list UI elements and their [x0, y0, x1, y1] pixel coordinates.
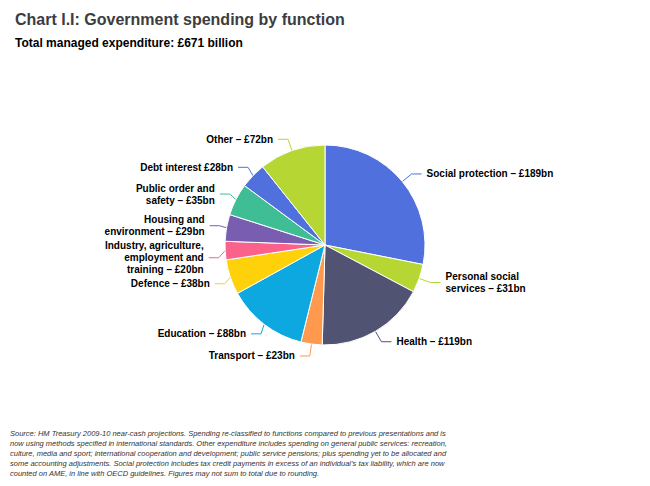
- svg-text:now using methods specified in: now using methods specified in internati…: [10, 439, 447, 448]
- svg-text:Source: HM Treasury 2009-10 ne: Source: HM Treasury 2009-10 near-cash pr…: [10, 429, 446, 438]
- svg-text:Transport – £23bn: Transport – £23bn: [209, 350, 295, 361]
- svg-text:employment and: employment and: [124, 252, 203, 263]
- svg-text:Total managed expenditure: £67: Total managed expenditure: £671 billion: [15, 36, 243, 50]
- svg-text:culture, media and sport; inte: culture, media and sport; international …: [10, 449, 447, 458]
- svg-text:training – £20bn: training – £20bn: [127, 264, 204, 275]
- svg-text:Housing and: Housing and: [144, 214, 205, 225]
- svg-text:some accounting adjustments. S: some accounting adjustments. Social prot…: [10, 459, 445, 468]
- svg-text:Industry, agriculture,: Industry, agriculture,: [105, 240, 204, 251]
- svg-text:Public order and: Public order and: [136, 183, 215, 194]
- svg-text:services – £31bn: services – £31bn: [446, 283, 526, 294]
- svg-text:counted on AME, in line with O: counted on AME, in line with OECD guidel…: [10, 469, 319, 478]
- svg-text:Social protection – £189bn: Social protection – £189bn: [427, 168, 554, 179]
- svg-text:environment – £29bn: environment – £29bn: [105, 226, 205, 237]
- svg-text:Education – £88bn: Education – £88bn: [158, 328, 246, 339]
- svg-text:Debt interest £28bn: Debt interest £28bn: [140, 162, 233, 173]
- svg-text:Chart I.I: Government spending: Chart I.I: Government spending by functi…: [15, 11, 345, 28]
- svg-text:Health – £119bn: Health – £119bn: [396, 336, 472, 347]
- svg-text:Other – £72bn: Other – £72bn: [206, 134, 273, 145]
- svg-text:Defence – £38bn: Defence – £38bn: [131, 278, 210, 289]
- svg-text:safety – £35bn: safety – £35bn: [146, 195, 215, 206]
- svg-text:Personal social: Personal social: [446, 271, 520, 282]
